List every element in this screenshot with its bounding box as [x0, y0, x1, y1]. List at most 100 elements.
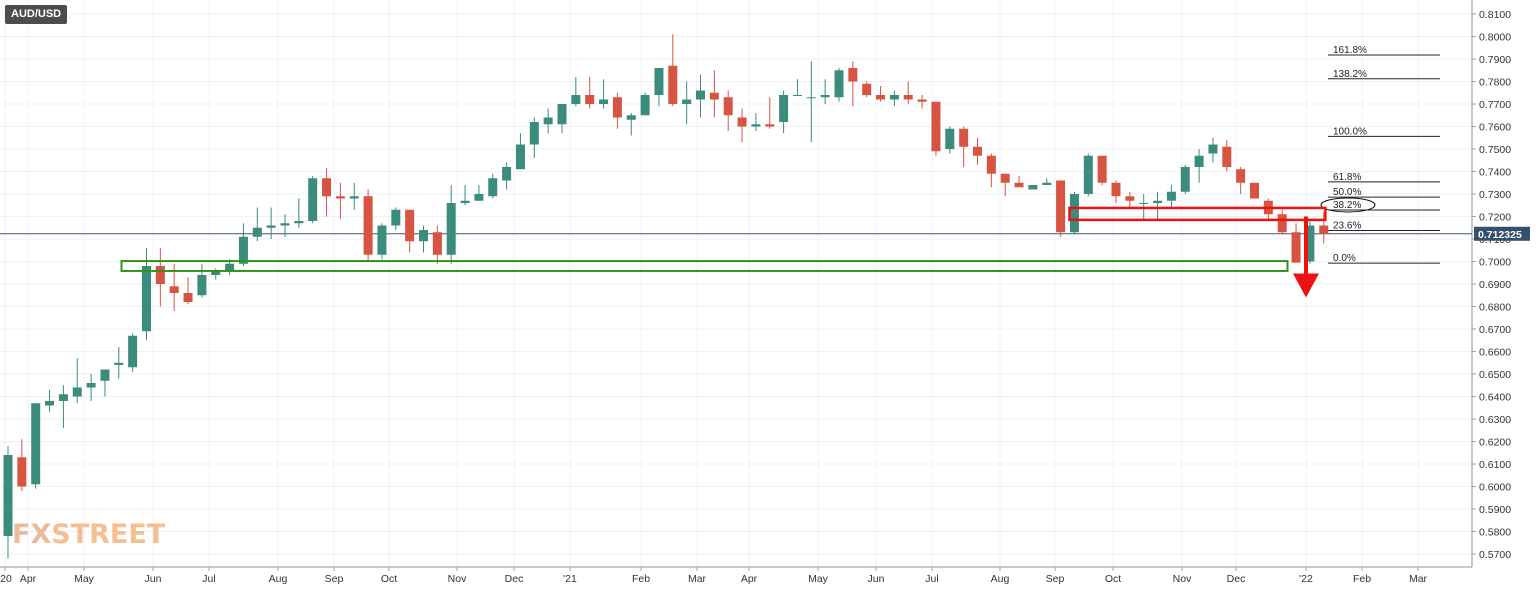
candle-body — [17, 457, 27, 487]
candle-body — [737, 117, 747, 127]
y-tick-label: 0.6700 — [1479, 324, 1511, 336]
x-tick-label: Jun — [868, 573, 885, 585]
x-tick-label: Apr — [20, 573, 37, 585]
candle-body — [1083, 155, 1093, 194]
fib-level-label: 100.0% — [1333, 126, 1367, 137]
candle-body — [31, 403, 41, 485]
candle-body — [114, 362, 124, 365]
candle-body — [460, 200, 470, 203]
grid — [0, 0, 1472, 567]
y-tick-label: 0.7300 — [1479, 189, 1511, 201]
candle-body — [1319, 225, 1329, 234]
y-tick-label: 0.7200 — [1479, 212, 1511, 224]
candle-body — [751, 124, 761, 127]
candle-body — [419, 230, 428, 242]
candle-body — [238, 236, 248, 264]
y-tick-label: 0.8000 — [1479, 32, 1511, 44]
candle-body — [488, 178, 498, 197]
y-tick-label: 0.5900 — [1479, 504, 1511, 516]
candle-body — [557, 104, 567, 125]
candle-body — [1222, 146, 1232, 167]
candle-body — [654, 68, 664, 95]
candle-body — [709, 92, 719, 100]
y-tick-label: 0.6900 — [1479, 279, 1511, 291]
symbol-badge: AUD/USD — [5, 5, 68, 24]
candle-body — [599, 99, 609, 104]
candle-body — [86, 383, 96, 388]
fibonacci-levels: 161.8% 138.2% 100.0% 61.8% 50.0% 38.2% 23.6% 0.… — [1320, 45, 1440, 264]
x-tick-label: May — [74, 573, 95, 585]
candle-body — [973, 146, 982, 156]
zones — [120, 206, 1327, 272]
candle-body — [349, 196, 359, 199]
fib-level-label: 138.2% — [1333, 69, 1367, 80]
y-axis: 0.8100 0.8000 0.7900 0.7800 0.7700 0.7600 0.75… — [1471, 0, 1511, 567]
y-tick-label: 0.7000 — [1479, 257, 1511, 269]
x-tick-label: Mar — [1409, 573, 1428, 585]
current-price-label: 0.712325 — [1478, 229, 1522, 241]
y-tick-label: 0.7900 — [1479, 54, 1511, 66]
candle-body — [792, 95, 802, 96]
candle-body — [294, 221, 304, 224]
candle-body — [1305, 225, 1315, 262]
x-tick-label: Aug — [991, 573, 1010, 585]
candle-body — [626, 115, 636, 120]
x-tick-label: Sep — [325, 573, 344, 585]
candle-body — [1000, 173, 1010, 183]
watermark-fx: FX — [12, 519, 52, 550]
y-tick-label: 0.6300 — [1479, 414, 1511, 426]
y-tick-label: 0.7600 — [1479, 122, 1511, 134]
candle-body — [806, 97, 816, 99]
candle-body — [211, 270, 221, 275]
fib-highlight-ellipse — [1320, 197, 1376, 213]
y-tick-label: 0.5800 — [1479, 527, 1511, 539]
candle-body — [889, 95, 899, 100]
candle-body — [931, 101, 941, 152]
candle-body — [1208, 144, 1218, 154]
candle-body — [779, 95, 789, 122]
candle-body — [1014, 182, 1024, 188]
x-tick-label: Oct — [381, 573, 397, 585]
projection-arrow — [1293, 216, 1319, 298]
x-tick-label: Dec — [505, 573, 524, 585]
y-tick-label: 0.5700 — [1479, 549, 1511, 561]
candle-body — [1194, 155, 1204, 167]
y-tick-label: 0.6200 — [1479, 437, 1511, 449]
x-tick-label: Dec — [1227, 573, 1246, 585]
candle-body — [266, 225, 276, 228]
candle-body — [529, 122, 539, 145]
arrow-shaft — [1304, 216, 1308, 276]
candle-body — [640, 95, 650, 116]
candle-body — [142, 266, 151, 332]
candle-body — [502, 167, 512, 181]
candle-body — [322, 178, 332, 197]
candle-body — [72, 387, 82, 397]
candle-body — [876, 95, 886, 100]
candle-body — [1291, 232, 1301, 263]
candle-body — [723, 97, 733, 116]
x-tick-label: Mar — [688, 573, 707, 585]
y-tick-label: 0.7500 — [1479, 144, 1511, 156]
candle-body — [1153, 200, 1163, 203]
candle-body — [543, 117, 553, 125]
candle-body — [377, 225, 387, 255]
candle-body — [571, 95, 581, 104]
resistance-zone-box — [1068, 206, 1327, 222]
candle-body — [100, 369, 110, 381]
x-tick-label: '21 — [563, 573, 577, 585]
candle-body — [128, 335, 138, 368]
candle-body — [1236, 169, 1246, 183]
candle-body — [1166, 191, 1176, 201]
candle-body — [682, 99, 692, 104]
candle-body — [308, 178, 318, 221]
candle-body — [1250, 182, 1259, 199]
candle-body — [515, 144, 525, 170]
candle-body — [363, 196, 373, 255]
candle-body — [945, 128, 955, 149]
x-tick-label: Jul — [202, 573, 215, 585]
x-axis: '20 Apr May Jun Jul Aug Sep Oct Nov Dec '21 Feb Mar A… — [0, 566, 1472, 585]
x-tick-label: Jun — [145, 573, 162, 585]
y-tick-label: 0.6000 — [1479, 482, 1511, 494]
candle-body — [45, 401, 55, 406]
